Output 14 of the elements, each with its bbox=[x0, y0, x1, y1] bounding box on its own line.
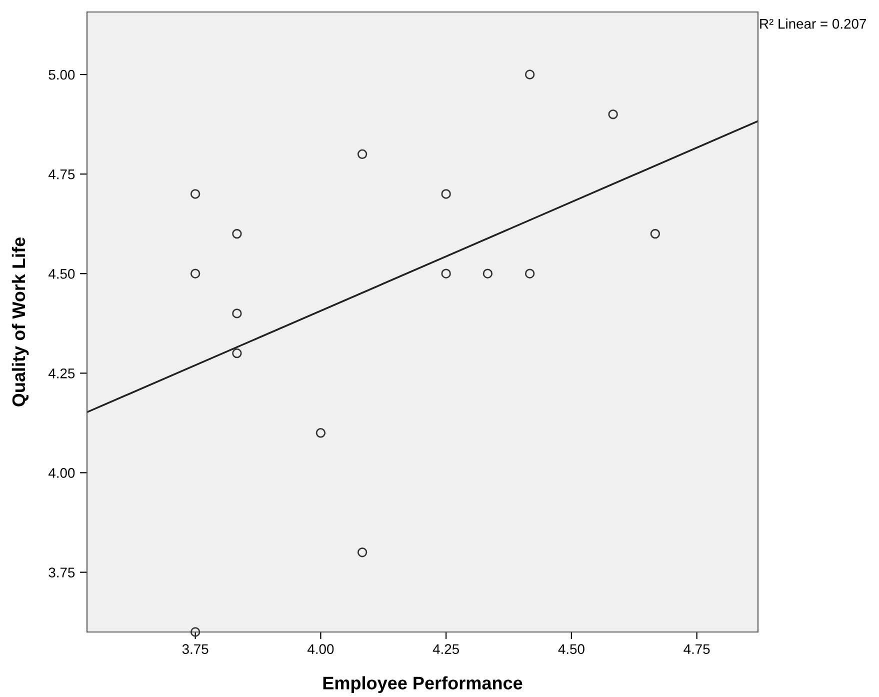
y-axis-title: Quality of Work Life bbox=[12, 238, 29, 406]
x-axis-title: Employee Performance bbox=[323, 676, 522, 694]
x-tick-label: 4.50 bbox=[558, 644, 584, 654]
y-tick-label: 4.75 bbox=[48, 170, 75, 180]
x-tick-label: 4.25 bbox=[432, 644, 460, 654]
y-tick-label: 3.75 bbox=[48, 568, 75, 578]
y-tick-label: 4.00 bbox=[48, 468, 75, 478]
x-tick-label: 4.75 bbox=[684, 644, 710, 654]
y-tick-label: 5.00 bbox=[48, 70, 75, 80]
x-tick-label: 3.75 bbox=[182, 644, 208, 654]
text: R² Linear = 0.207 bbox=[760, 18, 866, 29]
y-tick-label: 4.25 bbox=[48, 368, 75, 378]
y-tick-label: 4.50 bbox=[48, 268, 75, 279]
x-tick-label: 4.00 bbox=[308, 644, 334, 654]
